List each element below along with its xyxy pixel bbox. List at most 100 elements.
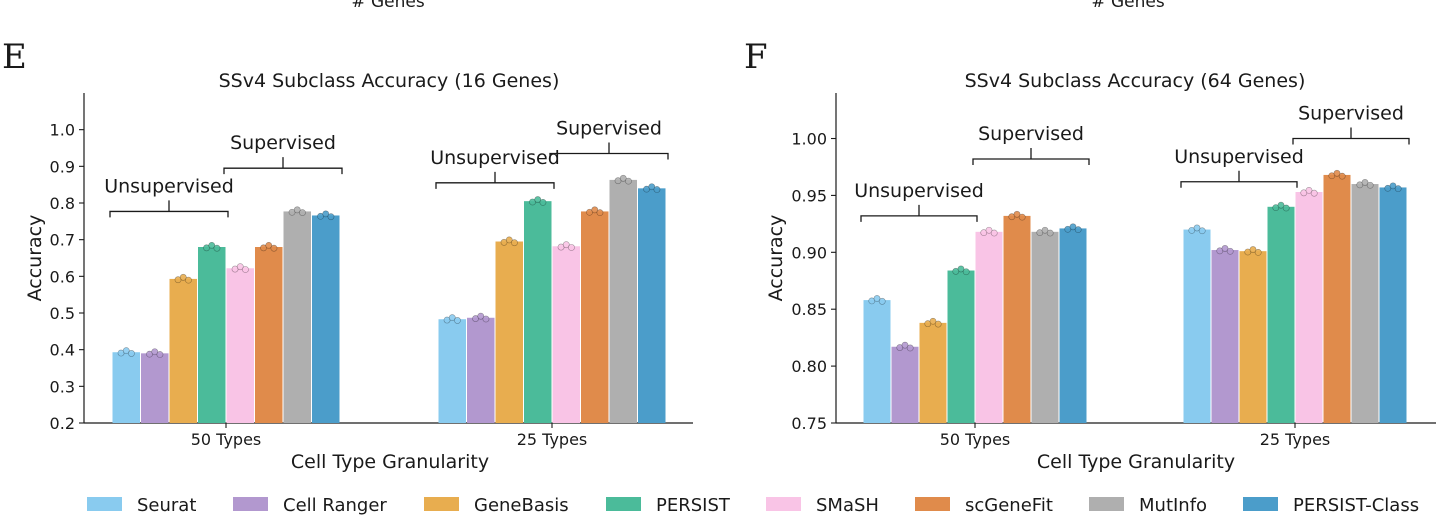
annotation-label: Unsupervised <box>104 175 234 197</box>
bar-persist-class <box>1059 228 1087 423</box>
replicate-dot <box>117 349 125 357</box>
replicate-dot <box>293 206 301 214</box>
x-tick-label: 25 Types <box>1260 430 1331 449</box>
replicate-dot <box>1226 247 1234 255</box>
replicate-dot <box>619 174 627 182</box>
replicate-dot <box>985 226 993 234</box>
replicate-dot <box>614 177 622 185</box>
annotation-label: Unsupervised <box>1174 146 1304 168</box>
y-tick-label: 0.5 <box>50 304 75 323</box>
replicate-dot <box>586 208 593 216</box>
bar-genebasis <box>919 322 947 423</box>
replicate-dot <box>1356 181 1364 189</box>
y-tick-label: 1.0 <box>50 121 75 140</box>
y-tick-label: 0.90 <box>791 243 827 262</box>
replicate-dot <box>299 209 306 217</box>
legend-label: PERSIST-Class <box>1293 495 1419 516</box>
annotation-label: Unsupervised <box>854 180 984 202</box>
y-axis-label-f: Accuracy <box>765 215 787 302</box>
replicate-dot <box>1394 185 1402 193</box>
bar-cell-ranger <box>1211 250 1239 423</box>
replicate-dot <box>231 265 239 273</box>
replicate-dot <box>213 244 221 252</box>
replicate-dot <box>648 183 656 191</box>
replicate-dot <box>1338 172 1346 180</box>
replicate-dot <box>990 229 998 237</box>
replicate-dot <box>1046 229 1054 237</box>
chart-title-e: SSv4 Subclass Accuracy (16 Genes) <box>219 70 560 92</box>
replicate-dot <box>1254 248 1262 256</box>
y-tick-label: 0.9 <box>50 157 75 176</box>
replicate-dot <box>1064 225 1072 233</box>
replicate-dot <box>1069 223 1077 231</box>
top-cut-label-right: # Genes <box>1091 0 1165 12</box>
y-tick-label: 0.80 <box>791 357 827 376</box>
replicate-dot <box>454 317 461 324</box>
annotation-label: Unsupervised <box>430 147 560 169</box>
replicate-dot <box>1384 184 1392 192</box>
y-tick-label: 0.85 <box>791 300 827 319</box>
replicate-dot <box>146 350 153 358</box>
bar-seurat <box>1183 229 1211 423</box>
annotation-bracket <box>435 171 555 189</box>
bar-cell-ranger <box>467 317 495 423</box>
replicate-dot <box>1249 246 1257 253</box>
bar-mutinfo <box>1351 184 1379 423</box>
replicate-dot <box>265 241 273 249</box>
replicate-dot <box>1300 189 1308 197</box>
legend-label: SMaSH <box>816 495 879 516</box>
replicate-dot <box>482 315 490 323</box>
replicate-dot <box>901 341 909 349</box>
chart-title-f: SSv4 Subclass Accuracy (64 Genes) <box>965 70 1306 92</box>
replicate-dot <box>156 351 164 358</box>
replicate-dot <box>653 186 661 193</box>
replicate-dot <box>505 236 513 244</box>
replicate-dot <box>122 347 130 355</box>
replicate-dot <box>929 317 937 325</box>
y-tick-label: 0.95 <box>791 186 827 205</box>
y-tick-label: 0.2 <box>50 414 75 433</box>
replicate-dot <box>934 320 942 328</box>
replicate-dot <box>1036 229 1044 237</box>
legend-swatch <box>87 497 122 511</box>
replicate-dot <box>962 268 970 276</box>
bar-smash <box>552 246 580 423</box>
replicate-dot <box>980 229 988 237</box>
bar-cell-ranger <box>141 353 169 423</box>
replicate-dot <box>878 297 886 305</box>
bar-persist <box>947 270 975 423</box>
legend: Seurat Cell Ranger GeneBasis PERSIST SMaSH sc… <box>87 495 1419 516</box>
replicate-dot <box>477 312 485 320</box>
replicate-dot <box>1389 182 1397 190</box>
replicate-dot <box>179 273 187 281</box>
y-tick-label: 0.8 <box>50 194 75 213</box>
legend-swatch <box>1089 497 1124 511</box>
panel-letter-f: F <box>744 37 768 77</box>
bar-genebasis <box>1239 251 1267 423</box>
annotation-label: Supervised <box>978 123 1084 145</box>
bar-mutinfo <box>283 211 311 423</box>
y-tick-label: 0.7 <box>50 231 75 250</box>
replicate-dot <box>443 316 451 324</box>
replicate-dot <box>539 198 547 206</box>
replicate-dot <box>868 297 876 305</box>
replicate-dot <box>1272 204 1280 211</box>
panel-f: F SSv4 Subclass Accuracy (64 Genes) Cell… <box>744 37 1436 473</box>
replicate-dot <box>1328 172 1336 180</box>
bar-smash <box>226 268 254 423</box>
bar-genebasis <box>169 278 197 423</box>
replicate-dot <box>511 239 518 247</box>
replicate-dot <box>596 209 604 217</box>
replicate-dot <box>1018 213 1026 221</box>
replicate-dot <box>317 212 324 220</box>
replicate-dot <box>562 241 570 249</box>
replicate-dot <box>322 210 330 218</box>
legend-swatch <box>915 497 950 511</box>
legend-label: GeneBasis <box>474 495 569 516</box>
replicate-dot <box>557 243 565 251</box>
annotation-label: Supervised <box>556 118 662 140</box>
x-axis-label-f: Cell Type Granularity <box>1037 451 1235 473</box>
replicate-dot <box>1188 226 1196 234</box>
replicate-dot <box>1305 186 1313 194</box>
annotation-label: Supervised <box>1298 103 1404 125</box>
